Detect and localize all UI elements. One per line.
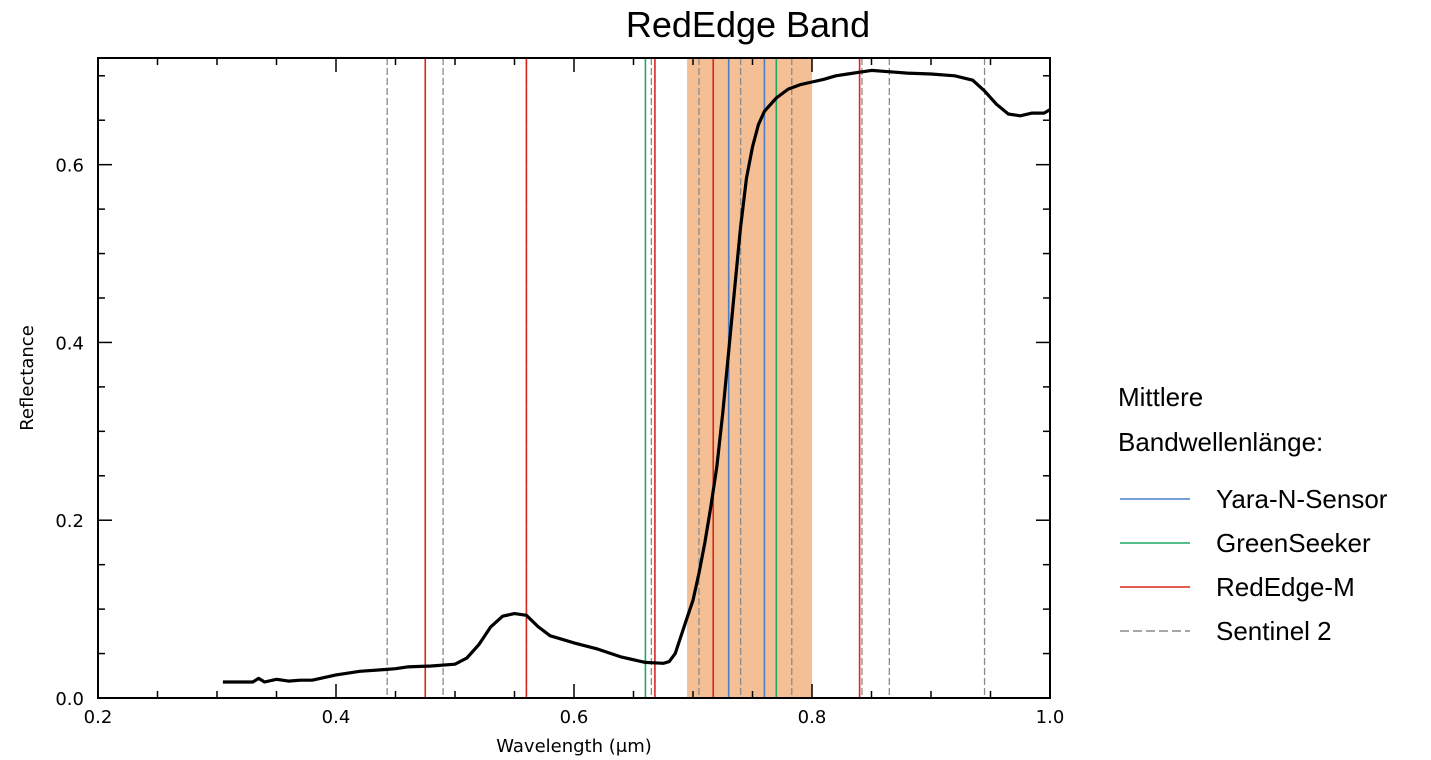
x-tick-label: 0.8 [798,707,827,728]
legend-label-sentinel-2: Sentinel 2 [1216,616,1332,646]
x-tick-label: 0.2 [84,707,113,728]
x-tick-label: 0.6 [560,707,589,728]
axis-tick-labels: 0.2 0.4 0.6 0.8 1.00.00.20.40.6 [55,156,1064,728]
plot-frame [97,57,1051,699]
spectrum-series [222,68,1051,684]
band-lines [386,58,986,698]
legend-label-yara-n-sensor: Yara-N-Sensor [1216,484,1388,514]
axis-ticks [97,58,1051,699]
y-axis-label: Reflectance [17,325,38,431]
y-tick-label: 0.2 [55,511,84,532]
legend-label-greenseeker: GreenSeeker [1216,528,1371,558]
spectrum-line [222,68,1051,684]
x-tick-label: 0.4 [322,707,351,728]
y-tick-label: 0.4 [55,333,84,354]
y-tick-label: 0.0 [55,689,84,710]
x-tick-label: 1.0 [1036,707,1065,728]
x-axis-label: Wavelength (μm) [496,736,652,757]
legend-label-rededge-m: RedEdge-M [1216,572,1355,602]
legend: Mittlere Bandwellenlänge: Yara-N-Sensor G… [1118,382,1388,646]
legend-title-line-2: Bandwellenlänge: [1118,427,1323,457]
y-tick-label: 0.6 [55,156,84,177]
legend-title-line-1: Mittlere [1118,382,1203,412]
chart-title: RedEdge Band [626,4,870,45]
